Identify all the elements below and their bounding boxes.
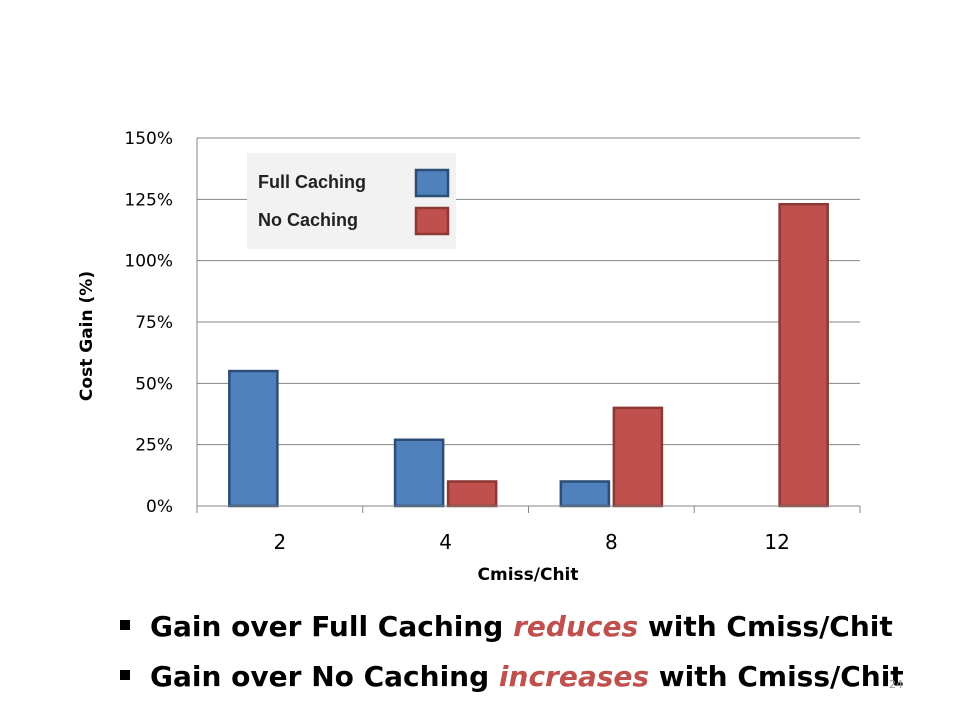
y-tick-label: 25% [135,436,173,456]
x-tick-label: 12 [764,530,789,554]
bullet-text-after: with Cmiss/Chit [638,610,893,643]
bullet-text-after: with Cmiss/Chit [649,660,904,693]
bullet-highlight: reduces [513,610,639,643]
bullet-square-icon [120,670,130,680]
bullet-text-before: Gain over No Caching [150,660,499,693]
y-axis-ticks: 0% 25% 50% 75% 100% 125% 150% [124,129,173,517]
bullet-text-before: Gain over Full Caching [150,610,514,643]
y-tick-label: 50% [135,374,173,394]
y-tick-label: 125% [124,190,173,210]
x-axis-title: Cmiss/Chit [478,565,579,585]
bar-full-caching [393,438,445,508]
y-tick-label: 100% [124,252,173,272]
bar-full-caching [228,369,279,508]
x-tick-label: 2 [274,530,287,554]
legend-label: No Caching [258,210,358,230]
bars [228,202,829,508]
x-tick-label: 8 [605,530,618,554]
bar-no-caching [778,202,829,508]
bullet-square-icon [120,620,130,630]
bullet-item-no-caching: Gain over No Caching increases with Cmis… [120,652,904,702]
legend: Full Caching No Caching [247,153,456,249]
y-tick-label: 75% [135,313,173,333]
bar-chart: 0% 25% 50% 75% 100% 125% 150% 2 4 8 12 Cost Gain … [77,129,861,585]
y-tick-label: 0% [146,497,173,517]
bullet-highlight: increases [498,660,650,693]
x-tick-label: 4 [439,530,452,554]
bar-no-caching [612,406,664,508]
y-tick-label: 150% [124,129,173,149]
bar-no-caching [446,480,498,508]
bullet-item-full-caching: Gain over Full Caching reduces with Cmis… [120,602,904,652]
x-axis [196,138,861,513]
x-axis-ticks: 2 4 8 12 [274,530,790,554]
page-number: 24 [889,678,903,691]
legend-label: Full Caching [258,172,366,192]
bar-full-caching [559,480,611,508]
y-axis-title: Cost Gain (%) [77,271,97,401]
bullet-list: Gain over Full Caching reduces with Cmis… [120,602,904,702]
legend-swatch [414,206,450,236]
legend-swatch [414,168,450,198]
